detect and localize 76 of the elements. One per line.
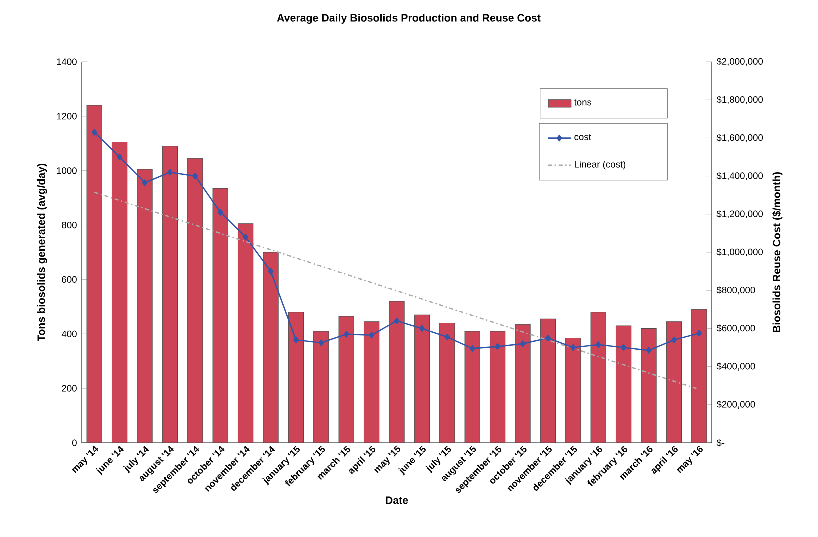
y2-tick-label: $1,000,000	[716, 248, 764, 257]
legend-label: tons	[574, 100, 592, 106]
point	[444, 334, 450, 341]
point	[672, 336, 677, 344]
y-tick-label: 0	[72, 440, 77, 446]
bar	[666, 322, 682, 444]
y2-tick-label: $400,000	[716, 362, 756, 371]
point	[318, 340, 324, 346]
point	[142, 180, 148, 186]
point	[369, 332, 374, 339]
bar	[566, 338, 582, 444]
bar	[692, 309, 708, 444]
point	[344, 331, 350, 338]
point	[294, 336, 299, 344]
bar	[263, 252, 279, 444]
point	[117, 154, 122, 161]
y2-tick-label: $2,000,000	[716, 58, 764, 66]
bar	[641, 328, 657, 444]
bar	[86, 105, 102, 444]
y-tick-label: 200	[62, 385, 77, 392]
point	[243, 234, 248, 241]
bar	[112, 142, 128, 444]
bar	[212, 188, 228, 444]
point	[621, 344, 626, 352]
x-axis-title: Date	[386, 496, 408, 504]
y-tick-label: 400	[62, 330, 77, 338]
point	[596, 342, 602, 348]
bar	[616, 326, 632, 444]
bar	[238, 224, 254, 444]
point	[495, 343, 500, 350]
y-tick-label: 1400	[57, 58, 77, 66]
point	[570, 344, 576, 352]
bar	[389, 301, 405, 444]
point	[696, 330, 702, 337]
y-tick-label: 600	[62, 276, 77, 284]
point	[218, 209, 224, 216]
bar	[338, 316, 354, 444]
y2-tick-label: $800,000	[716, 286, 756, 295]
point	[646, 347, 652, 354]
point	[268, 268, 274, 275]
legend-label: Linear (cost)	[575, 160, 626, 170]
y-axis-title: Tons biosolids generated (avg/day)	[37, 164, 48, 342]
point	[394, 318, 400, 324]
point	[520, 340, 526, 348]
bar	[414, 314, 430, 444]
point	[420, 325, 425, 332]
y-tick-label: 1000	[57, 168, 77, 174]
point	[192, 172, 198, 180]
bar	[464, 331, 480, 444]
bar	[364, 322, 380, 444]
legend-label: cost	[574, 134, 592, 140]
bar	[490, 331, 506, 444]
point	[168, 169, 173, 176]
bar	[314, 331, 330, 444]
bar	[188, 158, 204, 444]
y2-tick-label: $200,000	[716, 400, 756, 409]
y2-tick-label: $1,600,000	[716, 134, 764, 142]
point	[546, 334, 551, 342]
bar	[162, 146, 178, 444]
bar	[540, 318, 556, 444]
y2-tick-label: $600,000	[716, 324, 756, 333]
y2-tick-label: $1,800,000	[716, 96, 764, 104]
bar	[590, 312, 606, 444]
y-tick-label: 1200	[57, 113, 77, 120]
bar	[288, 312, 304, 444]
bar	[440, 322, 456, 444]
y2-tick-label: $1,200,000	[716, 210, 764, 218]
y2-axis-title: Biosolids Reuse Cost ($/month)	[772, 172, 783, 332]
bar	[137, 169, 153, 444]
bar	[515, 324, 531, 444]
point	[92, 129, 98, 136]
point	[470, 345, 476, 352]
y2-tick-label: $1,400,000	[716, 172, 764, 180]
y2-tick-label: $-	[716, 439, 725, 447]
y-tick-label: 800	[62, 222, 77, 229]
chart-title: Average Daily Biosolids Production and Reuse Cost	[277, 14, 541, 24]
